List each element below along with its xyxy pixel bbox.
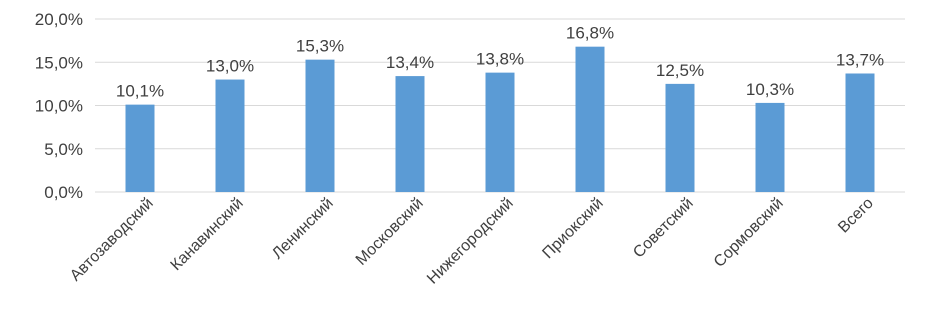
- x-tick-label: Приокский: [539, 195, 606, 262]
- bar: [395, 76, 425, 192]
- x-tick-label: Автозаводский: [67, 195, 157, 285]
- x-tick-label: Московский: [353, 195, 427, 269]
- data-label: 15,3%: [296, 37, 344, 56]
- x-tick-label: Советский: [630, 195, 697, 262]
- bars: [125, 46, 875, 193]
- bar: [215, 79, 245, 192]
- bar: [305, 59, 335, 192]
- bar: [125, 104, 155, 192]
- x-axis: Автозаводский Канавинский Ленинский Московс…: [67, 195, 877, 288]
- y-tick-label: 5,0%: [44, 140, 83, 159]
- data-label: 13,4%: [386, 53, 434, 72]
- x-tick-label: Всего: [835, 195, 877, 237]
- data-label: 10,1%: [116, 82, 164, 101]
- x-tick-label: Нижегородский: [424, 195, 517, 288]
- data-label: 12,5%: [656, 61, 704, 80]
- y-tick-label: 0,0%: [44, 183, 83, 202]
- x-tick-label: Канавинский: [168, 195, 247, 274]
- x-tick-label: Сормовский: [711, 195, 787, 271]
- bar: [575, 46, 605, 193]
- data-label: 16,8%: [566, 24, 614, 43]
- bar: [755, 102, 785, 192]
- data-label: 10,3%: [746, 80, 794, 99]
- y-tick-label: 20,0%: [35, 10, 83, 29]
- bar: [845, 73, 875, 192]
- x-tick-label: Ленинский: [269, 195, 337, 263]
- data-label: 13,7%: [836, 50, 884, 69]
- y-tick-label: 15,0%: [35, 53, 83, 72]
- bar: [485, 72, 515, 192]
- y-axis: 0,0% 5,0% 10,0% 15,0% 20,0%: [35, 10, 83, 202]
- data-labels: 10,1% 13,0% 15,3% 13,4% 13,8% 16,8% 12,5% 10,3%…: [116, 24, 884, 101]
- data-label: 13,8%: [476, 50, 524, 69]
- data-label: 13,0%: [206, 57, 254, 76]
- y-tick-label: 10,0%: [35, 97, 83, 116]
- bar: [665, 83, 695, 192]
